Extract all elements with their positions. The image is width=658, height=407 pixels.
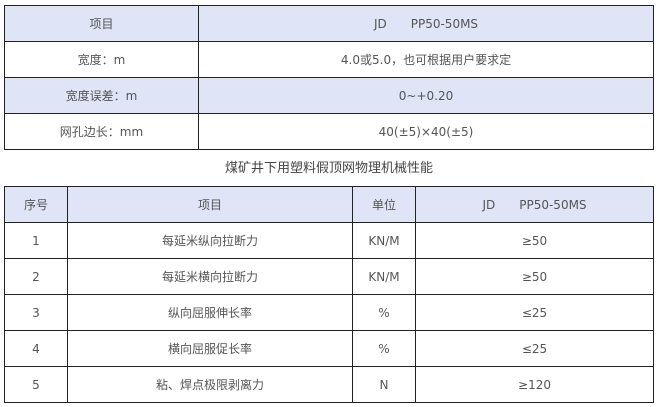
spec-value: JD PP50-50MS (198, 5, 654, 42)
property-table: 序号 项目 单位 JD PP50-50MS 1 每延米纵向拉断力 KN/M ≥50 2 每… (4, 186, 654, 403)
spec-row: 项目 JD PP50-50MS (4, 5, 654, 42)
table-row: 2 每延米横向拉断力 KN/M ≥50 (4, 258, 654, 295)
table-cell: 4 (4, 330, 68, 367)
table-cell: % (352, 294, 416, 331)
table-cell: 粘、焊点极限剥离力 (67, 366, 353, 403)
spec-label: 宽度误差：m (4, 77, 199, 114)
table-row: 4 横向屈服促长率% ≤25 (4, 330, 654, 367)
spec-value: 0~+0.20 (198, 77, 654, 114)
spec-row: 网孔边长：mm 40(±5)×40(±5) (4, 113, 654, 150)
header-cell: JD PP50-50MS (415, 186, 654, 223)
table-row: 5 粘、焊点极限剥离力 N ≥120 (4, 366, 654, 403)
table-row: 1 每延米纵向拉断力 KN/M ≥50 (4, 222, 654, 259)
table-cell: N (352, 366, 416, 403)
header-row: 序号 项目 单位 JD PP50-50MS (4, 186, 654, 223)
spec-value: 4.0或5.0，也可根据用户要求定 (198, 41, 654, 78)
table-cell: 横向屈服促长率 (67, 330, 353, 367)
header-cell: 项目 (67, 186, 353, 223)
spec-value: 40(±5)×40(±5) (198, 113, 654, 150)
table-cell: 每延米横向拉断力 (67, 258, 353, 295)
table-cell: ≤25 (415, 330, 654, 367)
table-cell: ≥50 (415, 258, 654, 295)
table-cell: KN/M (352, 222, 416, 259)
header-cell: 单位 (352, 186, 416, 223)
spec-row: 宽度：m 4.0或5.0，也可根据用户要求定 (4, 41, 654, 78)
spec-table: 项目 JD PP50-50MS 宽度：m 4.0或5.0，也可根据用户要求定 宽度误… (4, 5, 654, 150)
header-cell: 序号 (4, 186, 68, 223)
spec-label: 宽度：m (4, 41, 199, 78)
section-title: 煤矿井下用塑料假顶网物理机械性能 (224, 161, 433, 176)
spec-row: 宽度误差：m 0~+0.20 (4, 77, 654, 114)
table-cell: 5 (4, 366, 68, 403)
table-cell: 每延米纵向拉断力 (67, 222, 353, 259)
table-cell: 1 (4, 222, 68, 259)
table-cell: % (352, 330, 416, 367)
table-cell: 2 (4, 258, 68, 295)
table-row: 3 纵向屈服伸长率% ≤25 (4, 294, 654, 331)
table-cell: 纵向屈服伸长率 (67, 294, 353, 331)
spec-label: 项目 (4, 5, 199, 42)
table-cell: ≥50 (415, 222, 654, 259)
table-cell: KN/M (352, 258, 416, 295)
table-cell: ≥120 (415, 366, 654, 403)
spec-label: 网孔边长：mm (4, 113, 199, 150)
table-cell: ≤25 (415, 294, 654, 331)
table-cell: 3 (4, 294, 68, 331)
